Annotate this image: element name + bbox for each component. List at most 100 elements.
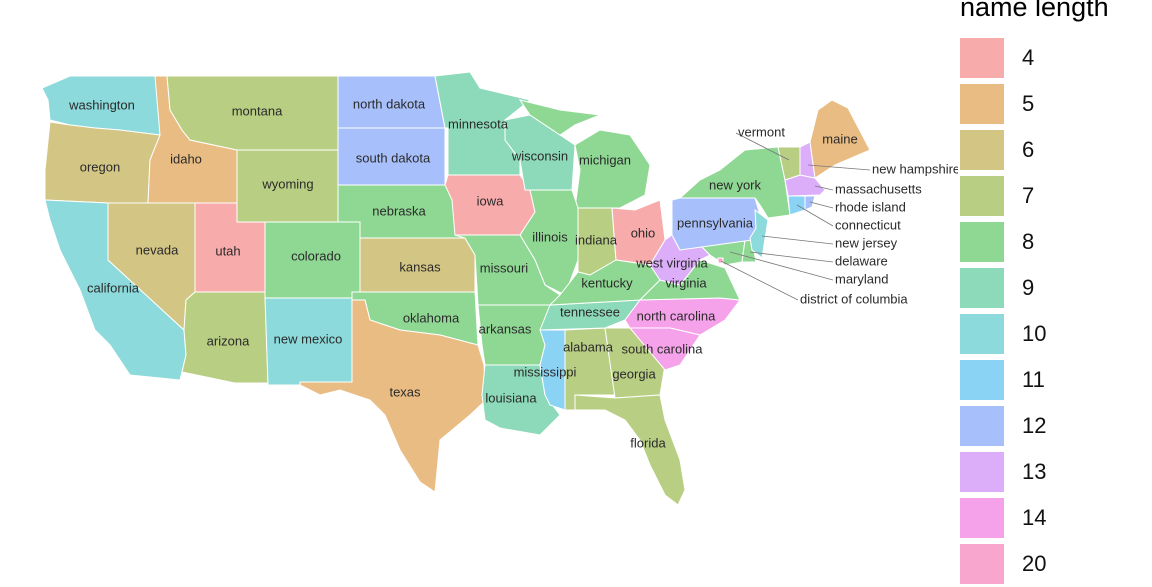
state-label: new york [709,177,762,192]
leader-line [809,201,834,209]
state-label: district of columbia [800,291,908,306]
state-label: michigan [579,152,631,167]
legend-swatch [960,406,1004,446]
legend-key: 12 [960,403,1109,449]
legend-label: 4 [1022,45,1035,70]
legend-swatch [960,130,1004,170]
state-label: nevada [136,242,179,257]
legend-swatch [960,452,1004,492]
state-label: minnesota [448,116,509,131]
legend-key: 20 [960,541,1109,587]
state-georgia [604,327,666,399]
leader-line [735,132,790,161]
legend-key: 6 [960,127,1109,173]
state-label: oregon [80,159,120,174]
state-label: arizona [207,333,250,348]
state-label: texas [389,384,421,399]
state-label: california [87,280,140,295]
state-label: washington [68,97,135,112]
legend-label: 14 [1022,505,1047,530]
legend-label: 11 [1022,367,1045,392]
leader-line [796,204,834,227]
legend-title: name length [960,0,1109,22]
state-michigan [574,129,651,209]
state-label: oklahoma [403,310,460,325]
state-texas [299,299,487,493]
state-label: alabama [563,339,614,354]
state-label: connecticut [835,217,901,232]
legend-key: 9 [960,265,1109,311]
legend-swatch [960,176,1004,216]
state-label: north carolina [637,308,717,323]
state-label: wyoming [261,176,313,191]
legend-swatch [960,544,1004,584]
state-label: new hampshire [872,161,958,176]
leader-line [729,251,834,281]
state-label: montana [232,103,283,118]
legend-label: 8 [1022,229,1035,254]
legend-label: 20 [1022,551,1047,576]
state-label: utah [215,243,240,258]
state-michigan [518,99,601,136]
legend-swatch [960,314,1004,354]
state-label: south dakota [356,150,431,165]
state-label: louisiana [485,390,537,405]
state-label: arkansas [479,321,532,336]
state-rhode-island [804,195,816,211]
legend-label: 5 [1022,91,1035,116]
state-district-of-columbia [717,257,724,264]
legend-label: 10 [1022,321,1047,346]
leader-line [749,251,834,263]
state-label: vermont [738,124,785,139]
legend-swatch [960,84,1004,124]
legend-swatch [960,38,1004,78]
state-label: maine [822,131,857,146]
legend-key: 7 [960,173,1109,219]
legend-key: 4 [960,35,1109,81]
state-label: tennessee [560,304,620,319]
state-label: north dakota [353,96,426,111]
legend: name length 4 5 6 7 8 9 10 11 12 13 14 20 [960,0,1109,587]
us-state-map: washington oregon california nevada idaho mon… [41,71,958,506]
legend-label: 6 [1022,137,1035,162]
state-label: kentucky [581,275,633,290]
state-label: nebraska [372,203,426,218]
state-label: missouri [480,260,529,275]
state-south-carolina [628,327,701,371]
state-label: wisconsin [511,148,568,163]
state-label: georgia [612,366,656,381]
leader-line [807,164,871,171]
legend-key: 11 [960,357,1109,403]
state-new-jersey [749,208,769,259]
state-label: idaho [170,151,202,166]
leader-line [720,260,799,301]
state-label: pennsylvania [677,215,754,230]
legend-key: 8 [960,219,1109,265]
state-florida [574,394,686,506]
legend-swatch [960,360,1004,400]
state-label: south carolina [622,341,704,356]
legend-swatch [960,222,1004,262]
state-kansas [359,237,476,293]
state-label: kansas [399,259,441,274]
state-label: new mexico [274,331,343,346]
state-label: florida [630,435,666,450]
state-label: iowa [477,193,505,208]
legend-label: 7 [1022,183,1035,208]
state-label: virginia [665,275,707,290]
state-maine [809,99,871,179]
state-label: west virginia [635,255,708,270]
state-label: mississippi [514,364,577,379]
legend-swatch [960,498,1004,538]
state-label: delaware [835,253,888,268]
state-label: rhode island [835,199,906,214]
state-label: massachusetts [835,181,922,196]
leader-line [814,185,834,191]
state-label: new jersey [835,235,898,250]
state-connecticut [787,195,806,216]
legend-label: 13 [1022,459,1047,484]
state-label: maryland [835,271,888,286]
legend-swatch [960,268,1004,308]
state-label: illinois [532,229,568,244]
legend-key: 14 [960,495,1109,541]
